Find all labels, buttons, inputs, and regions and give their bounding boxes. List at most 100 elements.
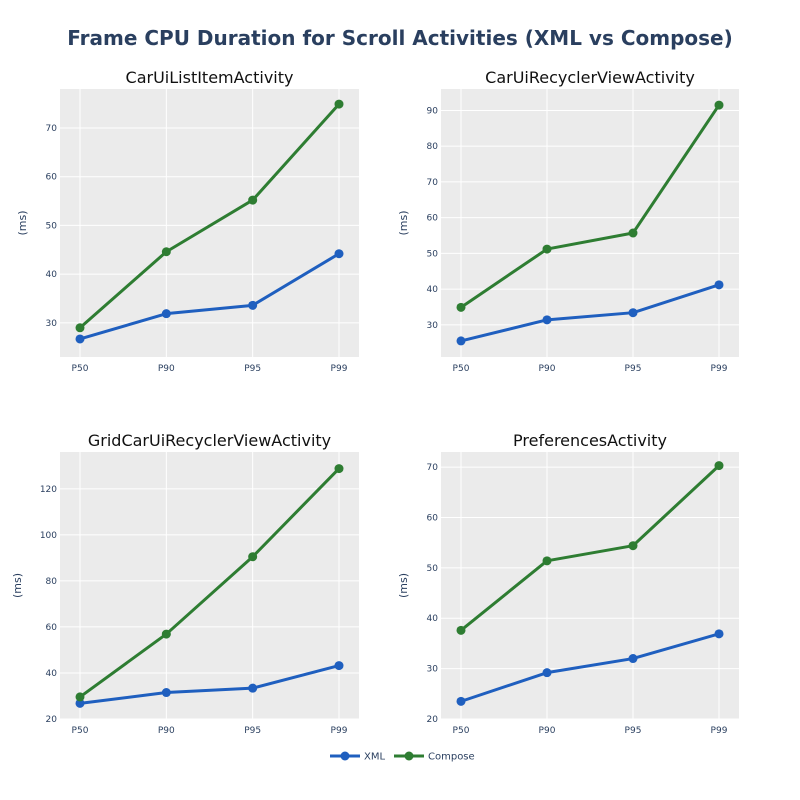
x-tick-label: P95 — [625, 364, 642, 374]
data-point-xml — [75, 334, 85, 344]
y-tick-label: 30 — [427, 321, 439, 331]
y-tick-label: 60 — [46, 623, 58, 633]
data-point-xml — [542, 315, 552, 325]
y-tick-label: 20 — [427, 715, 439, 725]
legend-label: Compose — [428, 752, 475, 763]
x-tick-label: P90 — [158, 726, 175, 736]
x-tick-label: P99 — [711, 364, 728, 374]
data-point-xml — [161, 309, 171, 319]
y-tick-label: 60 — [427, 513, 439, 523]
x-tick-label: P90 — [158, 364, 175, 374]
legend-swatch-marker — [404, 751, 414, 761]
data-point-xml — [456, 336, 466, 346]
data-point-xml — [75, 698, 85, 708]
series-line-compose — [460, 104, 721, 309]
series-line-xml — [79, 664, 340, 705]
series-line-compose — [79, 103, 341, 329]
data-point-xml — [456, 696, 466, 706]
legend: XML Compose — [330, 751, 475, 763]
y-tick-label: 30 — [427, 665, 439, 675]
y-tick-label: 40 — [427, 614, 439, 624]
plot-area — [441, 89, 739, 357]
x-tick-label: P50 — [72, 726, 89, 736]
subplot-title: GridCarUiRecyclerViewActivity — [88, 431, 331, 450]
data-point-compose — [334, 99, 344, 109]
data-point-xml — [714, 629, 724, 639]
y-tick-label: 70 — [46, 124, 58, 134]
y-tick-label: 70 — [427, 463, 439, 473]
y-tick-label: 40 — [46, 669, 58, 679]
series-line-xml — [460, 283, 720, 343]
y-tick-label: 50 — [427, 249, 439, 259]
y-tick-label: 90 — [427, 106, 439, 116]
subplot-title: PreferencesActivity — [513, 431, 667, 450]
x-tick-label: P90 — [539, 726, 556, 736]
y-tick-label: 50 — [46, 221, 58, 231]
x-tick-label: P95 — [625, 726, 642, 736]
x-tick-label: P99 — [331, 726, 348, 736]
subplot-3: 20 40 60 80 100 120 P50 P90 P95 P99 (ms) GridCarUiR… — [11, 431, 359, 736]
series-line-compose — [79, 467, 341, 699]
y-tick-label: 20 — [46, 715, 58, 725]
data-point-compose — [248, 195, 258, 205]
data-point-xml — [628, 308, 638, 318]
y-axis-label: (ms) — [11, 573, 24, 598]
subplot-title: CarUiRecyclerViewActivity — [485, 68, 695, 87]
series-line-xml — [460, 632, 720, 703]
legend-swatch-marker — [340, 751, 350, 761]
data-point-compose — [75, 692, 85, 702]
data-point-xml — [248, 683, 258, 693]
y-tick-label: 50 — [427, 564, 439, 574]
plot-area — [441, 452, 739, 719]
x-tick-label: P95 — [244, 726, 261, 736]
y-tick-label: 70 — [427, 178, 439, 188]
data-point-xml — [628, 654, 638, 664]
chart-title: Frame CPU Duration for Scroll Activities… — [67, 26, 733, 50]
y-tick-label: 60 — [46, 173, 58, 183]
y-tick-label: 80 — [427, 142, 439, 152]
subplot-title: CarUiListItemActivity — [126, 68, 294, 87]
legend-item-compose: Compose — [394, 751, 475, 763]
x-tick-label: P50 — [72, 364, 89, 374]
x-tick-label: P99 — [331, 364, 348, 374]
y-tick-label: 30 — [46, 319, 58, 329]
y-tick-label: 120 — [40, 485, 57, 495]
data-point-compose — [456, 302, 466, 312]
x-tick-label: P50 — [453, 726, 470, 736]
subplot-2: 30 40 50 60 70 80 90 P50 P90 P95 P99 (ms) CarUiRecyc… — [397, 68, 739, 374]
y-tick-label: 60 — [427, 214, 439, 224]
series-line-xml — [79, 252, 340, 341]
data-point-compose — [542, 556, 552, 566]
x-tick-label: P95 — [244, 364, 261, 374]
y-tick-label: 40 — [46, 270, 58, 280]
data-point-compose — [248, 552, 258, 562]
data-point-xml — [334, 661, 344, 671]
y-tick-label: 40 — [427, 285, 439, 295]
series-line-compose — [460, 464, 721, 632]
data-point-xml — [542, 668, 552, 678]
data-point-compose — [161, 247, 171, 257]
data-point-compose — [456, 625, 466, 635]
x-tick-label: P50 — [453, 364, 470, 374]
data-point-compose — [714, 461, 724, 471]
data-point-xml — [248, 300, 258, 310]
y-axis-label: (ms) — [397, 210, 410, 235]
data-point-compose — [334, 464, 344, 474]
data-point-compose — [161, 629, 171, 639]
subplot-1: 30 40 50 60 70 P50 P90 P95 P99 (ms) CarUiListItemA… — [16, 68, 359, 374]
data-point-xml — [334, 249, 344, 259]
data-point-compose — [75, 323, 85, 333]
y-axis-label: (ms) — [16, 210, 29, 235]
data-point-compose — [628, 228, 638, 238]
plot-area — [60, 89, 359, 357]
x-tick-label: P99 — [711, 726, 728, 736]
legend-item-xml: XML — [330, 751, 385, 763]
data-point-xml — [161, 688, 171, 698]
data-point-compose — [714, 100, 724, 110]
data-point-compose — [628, 541, 638, 551]
legend-label: XML — [364, 752, 385, 763]
y-axis-label: (ms) — [397, 573, 410, 598]
y-tick-label: 80 — [46, 577, 58, 587]
